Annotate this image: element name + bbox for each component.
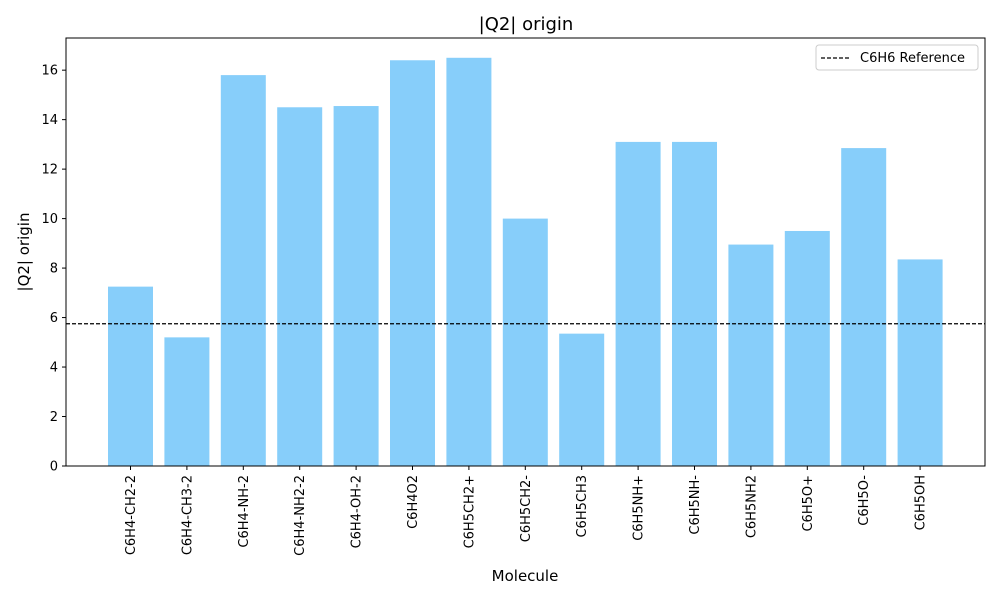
y-tick-label: 12 bbox=[41, 163, 58, 178]
x-tick-label: C6H5NH+ bbox=[632, 475, 647, 541]
bar-C6H5NH2 bbox=[728, 244, 774, 466]
y-tick-label: 2 bbox=[50, 410, 58, 425]
y-tick-label: 14 bbox=[41, 113, 58, 128]
bar-C6H5CH3 bbox=[559, 333, 605, 466]
legend: C6H6 Reference bbox=[815, 44, 979, 71]
bar-C6H5NH- bbox=[672, 141, 717, 466]
y-tick-label: 10 bbox=[41, 212, 58, 227]
y-tick-label: 0 bbox=[50, 460, 58, 475]
bar-C6H5CH2+ bbox=[446, 57, 492, 467]
bar-C6H4-NH-2 bbox=[220, 75, 266, 466]
bar-C6H5OH bbox=[897, 259, 943, 466]
bar-C6H4-CH2-2 bbox=[108, 286, 153, 466]
y-tick-label: 4 bbox=[50, 361, 58, 376]
y-tick-label: 6 bbox=[50, 311, 58, 326]
plot-frame bbox=[65, 37, 986, 467]
bar-C6H5CH2- bbox=[502, 218, 548, 466]
bar-C6H5NH+ bbox=[615, 141, 661, 466]
y-tick-label: 16 bbox=[41, 64, 58, 79]
legend-box bbox=[815, 44, 979, 71]
y-axis: 0 2 4 6 8 10 12 14 16 bbox=[41, 64, 66, 475]
bar-C6H4-OH-2 bbox=[333, 106, 379, 467]
x-tick-label: C6H5NH2 bbox=[744, 475, 759, 538]
x-tick-label: C6H4-NH2-2 bbox=[293, 475, 308, 556]
x-tick-label: C6H5O- bbox=[857, 475, 872, 526]
bar-C6H4-CH3-2 bbox=[164, 337, 210, 466]
x-tick-label: C6H5OH bbox=[914, 475, 929, 530]
x-tick-label: C6H5CH2- bbox=[519, 475, 534, 543]
legend-label: C6H6 Reference bbox=[860, 51, 965, 66]
x-tick-label: C6H5O+ bbox=[801, 475, 816, 532]
x-tick-label: C6H4-NH-2 bbox=[237, 475, 252, 548]
chart-title: |Q2| origin bbox=[479, 14, 574, 35]
y-axis-label: |Q2| origin bbox=[15, 213, 33, 292]
bar-C6H5O+ bbox=[784, 230, 830, 466]
x-axis: C6H4-CH2-2 C6H4-CH3-2 C6H4-NH-2 C6H4-NH2-2 C… bbox=[124, 466, 929, 556]
x-tick-label: C6H4O2 bbox=[406, 475, 421, 529]
bar-C6H5O- bbox=[841, 148, 887, 467]
bar-C6H4O2 bbox=[390, 60, 435, 466]
x-axis-label: Molecule bbox=[492, 567, 559, 585]
x-tick-label: C6H5CH3 bbox=[575, 475, 590, 538]
x-tick-label: C6H4-OH-2 bbox=[350, 475, 365, 548]
x-tick-label: C6H5NH- bbox=[688, 475, 703, 535]
x-tick-label: C6H4-CH2-2 bbox=[124, 475, 139, 555]
bar-C6H4-NH2-2 bbox=[277, 107, 323, 467]
x-tick-label: C6H5CH2+ bbox=[462, 475, 477, 548]
bars-group bbox=[108, 57, 943, 467]
x-tick-label: C6H4-CH3-2 bbox=[180, 475, 195, 555]
y-tick-label: 8 bbox=[50, 262, 58, 277]
